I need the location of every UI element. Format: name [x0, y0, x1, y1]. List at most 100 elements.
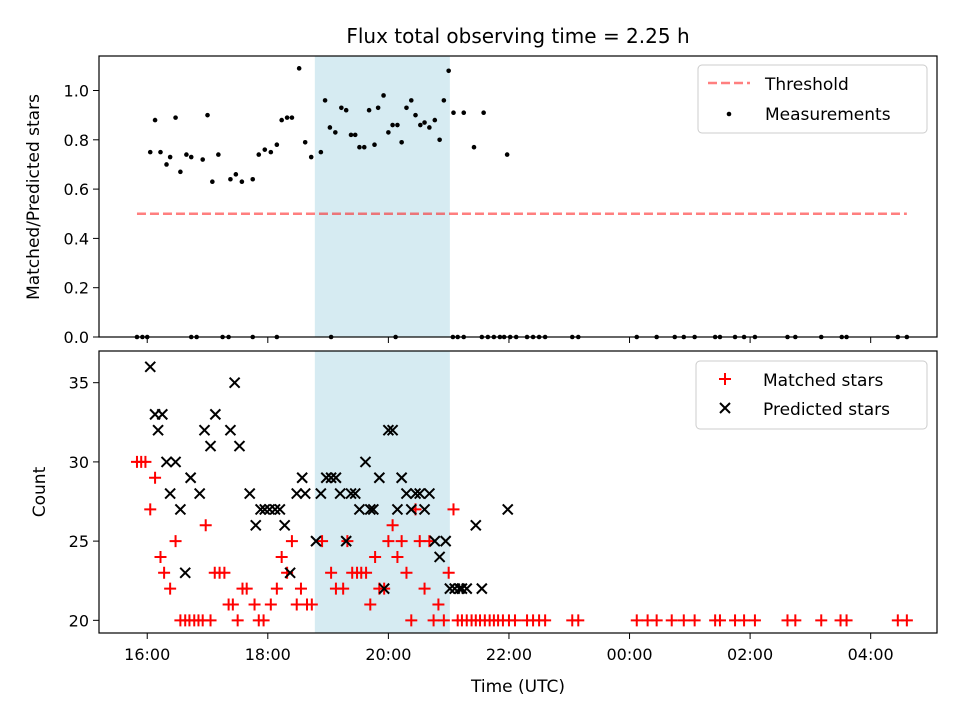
matched-star-marker	[423, 535, 436, 548]
measurement-point	[239, 179, 245, 185]
legend-matched-label: Matched stars	[763, 371, 883, 391]
predicted-star-marker	[373, 472, 386, 484]
matched-star-marker	[149, 471, 162, 484]
measurement-point	[205, 112, 210, 118]
predicted-star-marker	[278, 519, 291, 531]
measurement-point	[343, 107, 349, 113]
matched-star-marker	[900, 614, 913, 627]
measurement-point	[352, 132, 358, 138]
matched-star-marker	[437, 614, 450, 627]
measurement-point	[296, 66, 302, 71]
measurement-point	[357, 144, 362, 150]
predicted-star-marker	[284, 567, 296, 579]
matched-star-marker	[218, 566, 231, 579]
measurements-legend-swatch	[726, 111, 732, 117]
matched-star-marker	[154, 550, 167, 563]
predicted-star-marker	[418, 503, 431, 516]
matched-star-marker	[290, 598, 303, 611]
predicted-star-marker	[400, 487, 413, 500]
matched-star-marker	[815, 614, 828, 627]
measurement-point	[216, 152, 221, 157]
measurement-point	[327, 125, 333, 130]
matched-star-marker	[144, 503, 157, 516]
matched-star-marker	[688, 614, 701, 627]
matched-star-marker	[305, 598, 318, 611]
matched-star-marker	[226, 598, 239, 611]
measurement-point	[408, 98, 414, 103]
measurement-point	[268, 149, 274, 155]
measurement-point	[302, 139, 308, 145]
matched-star-marker	[748, 614, 761, 627]
matched-star-marker	[204, 614, 217, 627]
measurement-point	[228, 176, 233, 182]
matched-star-marker	[405, 614, 418, 627]
bottom-x-axis: 16:00 18:00 20:00 22:00 00:00 02:00 04:00	[124, 633, 894, 664]
matched-star-marker	[400, 566, 413, 579]
measurement-point	[274, 142, 280, 148]
predicted-star-marker	[144, 361, 156, 373]
matched-star-marker	[840, 614, 853, 627]
predicted-legend-swatch	[719, 402, 731, 414]
predicted-star-marker	[340, 535, 352, 547]
predicted-star-marker	[353, 503, 366, 516]
matched-star-marker	[677, 614, 690, 627]
predicted-star-marker	[409, 487, 422, 500]
top-y-tick-label: 0.0	[64, 328, 89, 347]
x-tick-label: 02:00	[727, 645, 773, 664]
matched-star-marker	[337, 582, 350, 595]
matched-star-marker	[432, 598, 445, 611]
predicted-star-marker	[349, 487, 361, 500]
predicted-star-marker	[433, 551, 446, 563]
matched-star-marker	[665, 614, 678, 627]
predicted-star-marker	[160, 456, 173, 468]
measurement-point	[147, 149, 153, 155]
matched-star-marker	[369, 550, 382, 563]
predicted-star-marker	[174, 503, 187, 516]
x-tick-label: 16:00	[124, 645, 170, 664]
matched-star-marker	[270, 582, 283, 595]
predicted-star-marker	[228, 376, 241, 389]
matched-star-marker	[294, 582, 307, 595]
top-highlight-span	[314, 56, 450, 337]
measurement-point	[437, 137, 442, 143]
top-y-tick-label: 0.2	[64, 279, 89, 298]
matched-star-marker	[248, 598, 261, 611]
top-y-tick-label: 0.6	[64, 180, 89, 199]
measurement-point	[395, 122, 400, 128]
top-y-tick-label: 1.0	[64, 82, 89, 101]
predicted-star-marker	[291, 487, 303, 500]
matched-star-marker	[382, 535, 395, 548]
measurement-point	[399, 139, 404, 145]
predicted-star-marker	[367, 503, 380, 516]
predicted-star-marker	[378, 582, 390, 595]
measurement-point	[152, 117, 158, 123]
matched-star-marker	[139, 455, 152, 468]
matched-star-marker	[738, 614, 751, 627]
measurement-point	[333, 130, 338, 135]
predicted-star-marker	[325, 472, 337, 484]
predicted-star-marker	[395, 472, 408, 484]
x-tick-label: 00:00	[606, 645, 652, 664]
matched-star-marker	[275, 550, 288, 563]
matched-star-marker	[169, 535, 182, 548]
top-legend-box	[697, 64, 928, 134]
predicted-star-marker	[224, 424, 237, 436]
measurement-point	[262, 147, 268, 152]
measurement-point	[173, 115, 178, 120]
measurement-point	[178, 169, 183, 175]
measurement-point	[366, 107, 372, 113]
matched-star-marker	[164, 582, 177, 595]
bottom-legend-box	[695, 360, 928, 430]
predicted-star-marker	[456, 582, 468, 595]
matched-star-marker	[442, 566, 455, 579]
matched-star-marker	[630, 614, 643, 627]
measurement-point	[308, 154, 314, 160]
matched-star-marker	[713, 614, 726, 627]
predicted-star-marker	[315, 487, 327, 500]
bottom-y-tick-label: 20	[69, 611, 89, 630]
measurement-point	[451, 110, 456, 115]
measurement-point	[256, 152, 262, 157]
predicted-star-marker	[179, 567, 191, 579]
matched-star-marker	[650, 614, 663, 627]
x-tick-label: 20:00	[365, 645, 411, 664]
